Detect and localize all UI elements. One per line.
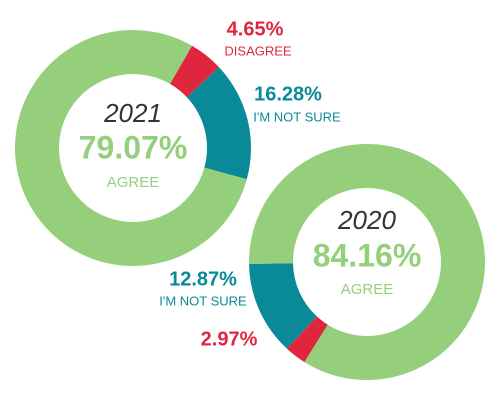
donut-segment [186,67,251,180]
donut-segment [249,143,485,380]
donut-segment [286,316,328,363]
chart-title: 2020 [337,205,396,235]
donut-segment [170,45,219,98]
category-label: AGREE [107,174,160,191]
donut-segment [249,263,317,349]
chart-title: 2021 [103,98,162,128]
category-label: I'M NOT SURE [253,109,341,124]
category-label: I'M NOT SURE [159,293,247,308]
value-label: 4.65% [227,18,284,40]
value-label: 12.87% [169,268,237,290]
value-label: 2.97% [201,328,258,350]
value-label: 84.16% [313,237,422,273]
donut-segment [14,30,247,266]
category-label: DISAGREE [224,43,292,58]
category-label: AGREE [341,281,394,298]
value-label: 16.28% [254,83,322,105]
value-label: 79.07% [79,129,188,165]
